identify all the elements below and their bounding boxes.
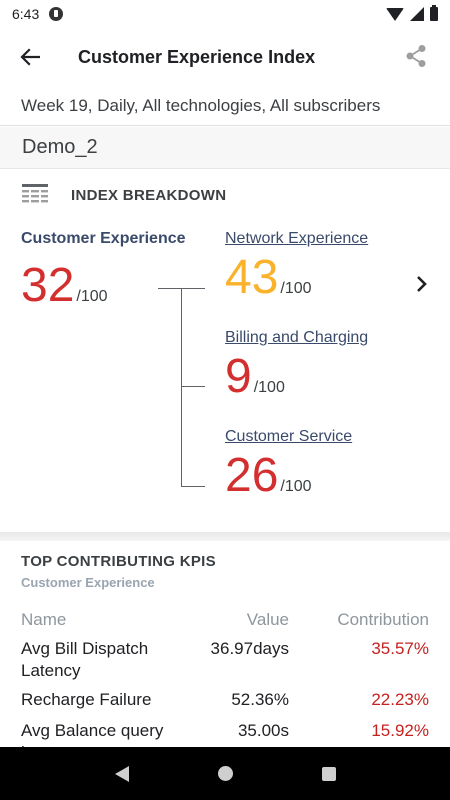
kpi-name: Recharge Failure bbox=[21, 690, 152, 709]
tree-connector bbox=[181, 288, 182, 487]
status-icons bbox=[386, 5, 438, 21]
network-score-denominator: /100 bbox=[280, 280, 312, 297]
network-score: 43 /100 bbox=[225, 250, 368, 306]
share-icon bbox=[406, 45, 426, 67]
breakdown-header: INDEX BREAKDOWN bbox=[22, 184, 226, 206]
billing-charging-link[interactable]: Billing and Charging bbox=[225, 329, 369, 346]
context-name: Demo_2 bbox=[22, 136, 98, 158]
section-divider bbox=[0, 532, 450, 541]
kpi-contribution: 15.92% bbox=[371, 721, 429, 740]
kpi-contribution: 22.23% bbox=[371, 690, 429, 709]
main-score-denominator: /100 bbox=[76, 288, 108, 305]
nav-back-icon[interactable] bbox=[114, 765, 129, 782]
arrow-back-icon bbox=[20, 48, 40, 66]
network-score-value: 43 bbox=[225, 251, 279, 304]
sub-index-network: Network Experience 43 /100 bbox=[225, 230, 368, 306]
customer-service-score-value: 26 bbox=[225, 449, 279, 502]
customer-service-link[interactable]: Customer Service bbox=[225, 428, 353, 445]
main-score-value: 32 bbox=[21, 259, 75, 312]
top-kpis-card: TOP CONTRIBUTING KPIS Customer Experienc… bbox=[0, 541, 450, 747]
tree-connector bbox=[181, 386, 205, 387]
table-icon bbox=[22, 184, 48, 203]
index-breakdown-card: INDEX BREAKDOWN Customer Experience 32 /… bbox=[0, 170, 450, 532]
wifi-icon bbox=[386, 7, 404, 21]
kpi-value: 35.00s bbox=[237, 721, 289, 740]
column-header-contribution: Contribution bbox=[337, 610, 429, 629]
filter-summary[interactable]: Week 19, Daily, All technologies, All su… bbox=[0, 86, 450, 126]
tree-connector bbox=[181, 486, 205, 487]
sub-index-customer-service: Customer Service 26 /100 bbox=[225, 428, 352, 504]
filter-text: Week 19, Daily, All technologies, All su… bbox=[21, 95, 381, 115]
page-title: Customer Experience Index bbox=[78, 46, 316, 67]
billing-score-value: 9 bbox=[225, 350, 252, 403]
billing-score-denominator: /100 bbox=[253, 379, 285, 396]
main-index-label: Customer Experience bbox=[21, 230, 186, 247]
kpi-name: Avg Balance query latency bbox=[21, 721, 164, 747]
kpi-section-subtitle: Customer Experience bbox=[21, 575, 155, 590]
nav-recents-icon[interactable] bbox=[321, 766, 336, 781]
share-button[interactable] bbox=[398, 38, 434, 74]
battery-icon bbox=[430, 5, 438, 21]
app-bar: Customer Experience Index bbox=[0, 28, 450, 86]
customer-service-score-denominator: /100 bbox=[280, 478, 312, 495]
nav-home-icon[interactable] bbox=[217, 766, 233, 781]
kpi-value: 36.97days bbox=[210, 639, 289, 658]
back-button[interactable] bbox=[10, 37, 50, 77]
chevron-right-icon[interactable] bbox=[412, 272, 432, 296]
billing-score: 9 /100 bbox=[225, 349, 368, 405]
status-time: 6:43 bbox=[12, 6, 40, 22]
section-title: INDEX BREAKDOWN bbox=[71, 186, 227, 204]
kpi-section-title: TOP CONTRIBUTING KPIS bbox=[21, 553, 216, 570]
customer-service-score: 26 /100 bbox=[225, 448, 352, 504]
kpi-name: Avg Bill Dispatch Latency bbox=[21, 639, 149, 680]
kpi-value: 52.36% bbox=[231, 690, 289, 709]
main-index-score: 32 /100 bbox=[21, 258, 108, 314]
signal-icon bbox=[410, 7, 424, 21]
app-notification-icon bbox=[49, 7, 64, 21]
column-header-value: Value bbox=[246, 610, 289, 629]
sub-index-billing: Billing and Charging 9 /100 bbox=[225, 329, 368, 405]
status-bar: 6:43 bbox=[0, 0, 450, 28]
network-experience-link[interactable]: Network Experience bbox=[225, 230, 369, 247]
kpi-contribution: 35.57% bbox=[371, 639, 429, 658]
column-header-name: Name bbox=[21, 610, 67, 629]
context-selector[interactable]: Demo_2 bbox=[0, 127, 450, 169]
system-nav-bar bbox=[0, 747, 450, 800]
